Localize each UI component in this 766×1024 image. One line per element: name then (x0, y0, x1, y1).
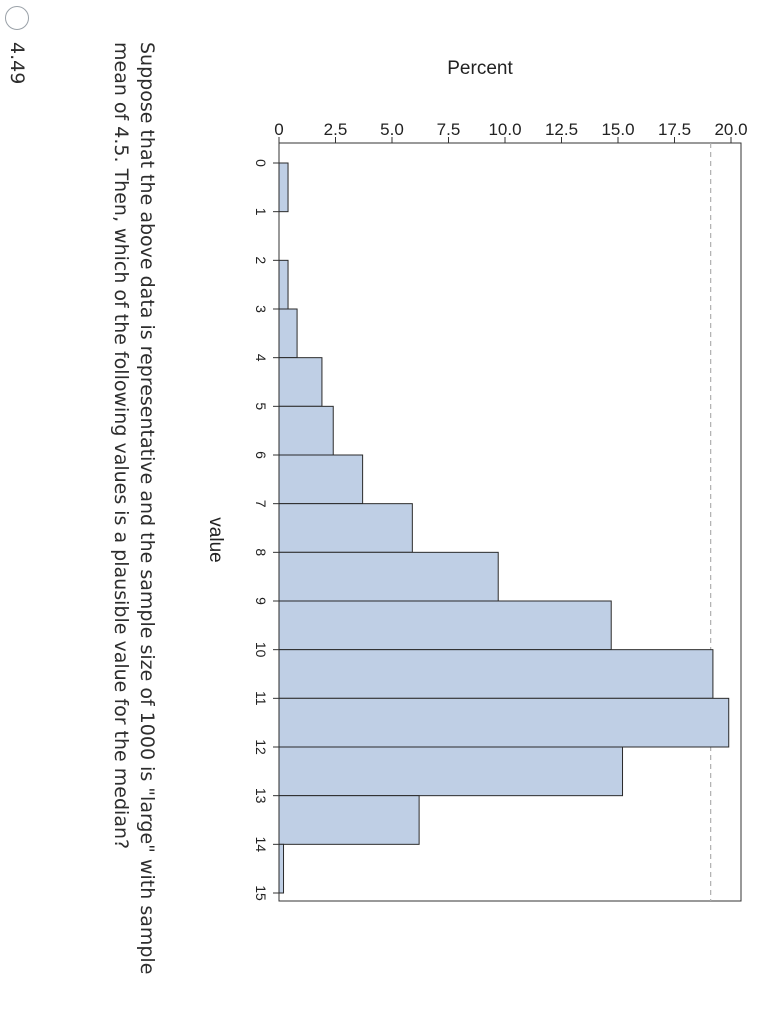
x-tick-label: 7 (253, 500, 269, 508)
x-tick-label: 4 (253, 354, 269, 362)
y-tick-label: 0 (274, 120, 283, 139)
histogram-bar (278, 746, 624, 797)
option-label: 4.49 (6, 42, 28, 85)
x-tick-label: 1 (253, 208, 269, 216)
x-tick-label: 13 (253, 788, 269, 804)
x-tick-label: 14 (253, 837, 269, 853)
histogram-bar (278, 357, 323, 407)
x-tick-label: 11 (253, 691, 269, 706)
y-tick-label: 17.5 (658, 120, 691, 139)
x-tick-label: 6 (253, 451, 269, 459)
histogram-bar (278, 259, 289, 310)
y-tick-label: 15.0 (601, 120, 634, 139)
histogram-bar (278, 503, 413, 553)
x-tick-label: 3 (253, 305, 269, 313)
x-tick-label: 5 (253, 402, 269, 410)
histogram-bar (278, 697, 730, 748)
y-tick-label: 2.5 (324, 120, 348, 139)
y-axis-label: Percent (447, 58, 513, 79)
radio-button[interactable] (5, 6, 29, 30)
histogram-bar (278, 551, 499, 602)
answer-option[interactable]: 4.49 (5, 6, 29, 84)
x-axis-label: value (205, 517, 226, 562)
histogram-bar (278, 405, 334, 456)
histogram-bar (278, 795, 420, 845)
x-tick-label: 0 (253, 159, 269, 167)
x-tick-label: 9 (253, 597, 269, 605)
histogram-bar (278, 454, 364, 505)
histogram-bar (278, 649, 714, 699)
histogram-bar (278, 843, 285, 894)
x-tick-label: 2 (253, 256, 269, 264)
x-tick-label: 8 (253, 548, 269, 556)
x-tick-label: 15 (253, 885, 269, 901)
x-tick-label: 10 (253, 642, 269, 658)
y-tick-label: 20.0 (714, 120, 747, 139)
histogram-bar (278, 308, 298, 359)
question-text: Suppose that the above data is represent… (110, 42, 158, 975)
y-tick-label: 12.5 (545, 120, 578, 139)
x-tick-label: 12 (253, 739, 269, 755)
y-tick-label: 5.0 (380, 120, 404, 139)
y-tick-label: 7.5 (437, 120, 461, 139)
histogram-bar (278, 162, 289, 213)
y-tick-label: 10.0 (488, 120, 521, 139)
histogram-bar (278, 600, 612, 651)
